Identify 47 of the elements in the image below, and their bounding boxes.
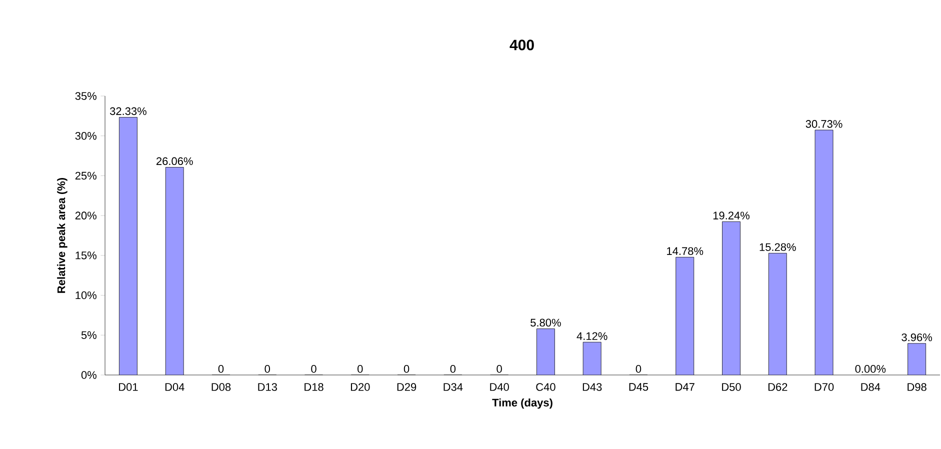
data-label: 4.12% — [576, 332, 608, 340]
x-tick-label: D70 — [814, 383, 834, 391]
x-tick-label: D13 — [258, 383, 277, 391]
x-tick-label: D98 — [908, 383, 926, 391]
data-label: 0 — [358, 365, 363, 373]
x-tick-label: D20 — [350, 383, 370, 391]
y-tick-label: 5% — [81, 331, 96, 339]
x-tick-label: D01 — [119, 383, 138, 391]
x-tick-label: D84 — [861, 383, 880, 391]
y-tick-label: 30% — [75, 132, 96, 140]
y-tick-label: 0% — [81, 371, 96, 379]
data-label: 30.73% — [806, 120, 842, 128]
data-label: 14.78% — [667, 247, 704, 255]
data-label: 5.80% — [530, 318, 561, 327]
x-tick-label: D04 — [165, 383, 184, 391]
x-tick-label: D62 — [768, 383, 788, 391]
x-tick-label: D45 — [629, 383, 648, 391]
x-tick-label: D29 — [397, 383, 416, 391]
x-tick-label: D34 — [444, 383, 463, 391]
data-label: 26.06% — [156, 157, 193, 166]
x-tick-label: D08 — [212, 383, 231, 391]
y-tick-label: 15% — [76, 252, 96, 260]
data-label: 0 — [496, 365, 502, 373]
x-tick-label: C40 — [536, 383, 556, 391]
y-axis-title: Relative peak area (%) — [57, 178, 68, 293]
y-tick-label: 10% — [76, 291, 96, 300]
x-tick-label: D18 — [304, 383, 324, 391]
data-label: 0 — [636, 365, 642, 373]
data-label: 15.28% — [760, 243, 796, 251]
x-tick-label: D50 — [722, 383, 741, 391]
data-label: 32.33% — [110, 107, 146, 116]
data-label: 0 — [311, 365, 316, 373]
x-tick-label: D43 — [582, 383, 602, 391]
data-label: 3.96% — [902, 333, 932, 342]
data-label: 0 — [450, 365, 456, 373]
chart-title: 400 — [510, 40, 534, 50]
y-tick-label: 25% — [75, 172, 96, 180]
y-tick-label: 35% — [75, 92, 96, 100]
data-label: 19.24% — [713, 212, 750, 220]
data-label: 0.00% — [855, 365, 886, 373]
data-label: 0 — [264, 365, 270, 373]
x-axis-title: Time (days) — [492, 398, 552, 409]
data-label: 0 — [218, 365, 224, 373]
x-tick-label: D40 — [490, 383, 509, 391]
x-tick-label: D47 — [676, 383, 694, 391]
y-tick-label: 20% — [75, 212, 96, 220]
data-label: 0 — [404, 365, 410, 373]
